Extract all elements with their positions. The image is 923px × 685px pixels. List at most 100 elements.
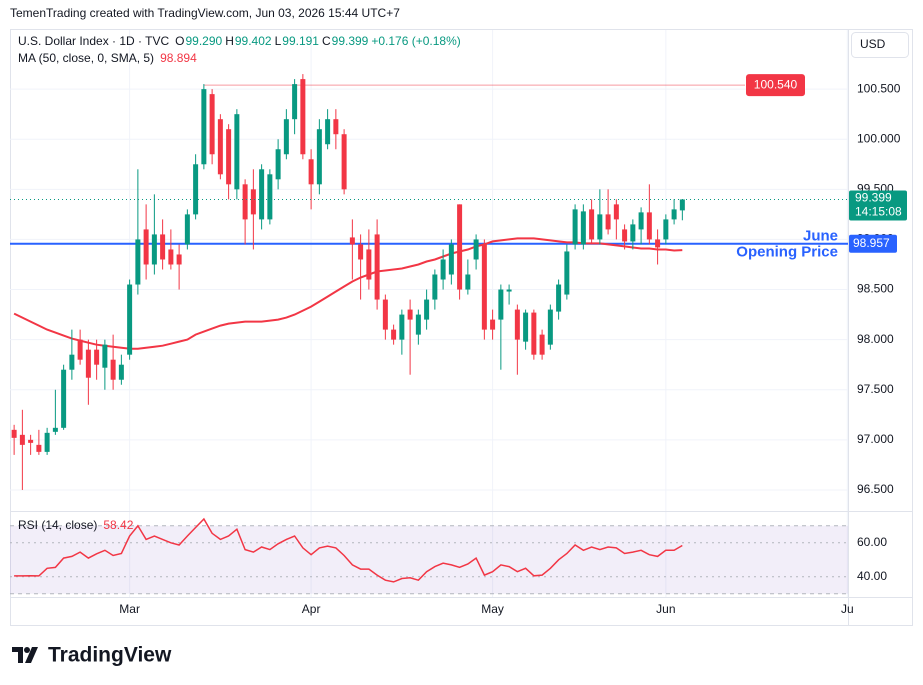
candle-body <box>61 369 67 428</box>
candle-body <box>143 229 149 265</box>
currency-box[interactable] <box>851 32 909 58</box>
candle-body <box>613 204 619 220</box>
candle-body <box>531 312 537 355</box>
candle-body <box>283 119 289 155</box>
y-tick-label: 98.500 <box>857 282 894 296</box>
legend-text: H <box>225 34 234 48</box>
rsi-tick-label: 60.00 <box>857 535 887 549</box>
candle-body <box>399 314 405 340</box>
legend-text: 58.42 <box>103 518 133 532</box>
candle-body <box>671 209 677 220</box>
candle-body <box>358 244 364 260</box>
candle-body <box>638 212 644 230</box>
candle-body <box>630 224 636 242</box>
tv-logo <box>12 647 38 663</box>
x-tick-label: May <box>481 602 504 616</box>
candle-body <box>341 134 347 190</box>
legend-text: 99.402 <box>235 34 272 48</box>
candle-body <box>217 119 223 175</box>
candle-body <box>325 119 331 145</box>
candle-body <box>481 244 487 330</box>
candle-body <box>424 299 430 320</box>
candle-body <box>473 239 479 260</box>
legend-text: L <box>275 34 282 48</box>
currency[interactable]: USD <box>860 37 886 51</box>
y-tick-label: 100.000 <box>857 131 901 145</box>
candle-body <box>316 129 322 185</box>
rsi-line <box>14 517 683 583</box>
legend-text: U.S. Dollar Index · 1D · TVC <box>18 34 169 48</box>
candle-body <box>498 289 504 320</box>
candle-body <box>622 229 628 242</box>
axis-label-box <box>849 234 897 253</box>
legend-text: 98.894 <box>160 51 197 65</box>
candle-body <box>374 234 380 300</box>
candle-body <box>193 164 199 215</box>
candle-body <box>556 284 562 312</box>
rsi-tick-label: 40.00 <box>857 569 887 583</box>
candle-body <box>176 254 182 265</box>
rsi-band <box>10 525 848 594</box>
candle-body <box>77 339 83 360</box>
frame <box>10 29 913 626</box>
candle-body <box>11 429 17 438</box>
y-tick-label: 97.500 <box>857 382 894 396</box>
candle-body <box>432 274 438 300</box>
candle-body <box>457 204 463 290</box>
candle-body <box>597 214 603 240</box>
brand: TradingView <box>48 644 172 667</box>
candle-body <box>201 89 207 165</box>
price-label-box <box>746 74 805 97</box>
candle-body <box>366 249 372 280</box>
candle-body <box>440 259 446 280</box>
candle-body <box>539 334 545 355</box>
candle-body <box>514 309 520 340</box>
y-tick-label: 100.500 <box>857 81 901 95</box>
candle-body <box>679 199 685 211</box>
countdown: 14:15:08 <box>855 205 902 219</box>
candle-body <box>349 237 355 245</box>
candle-body <box>259 169 265 220</box>
candle-body <box>465 274 471 290</box>
candle-body <box>523 312 529 342</box>
candle-body <box>589 209 595 240</box>
candle-body <box>275 149 281 180</box>
legend-text: MA (50, close, 0, SMA, 5) <box>18 51 154 65</box>
candle-body <box>151 234 157 265</box>
candle-body <box>242 184 248 220</box>
legend-text: +0.176 (+0.18%) <box>371 34 460 48</box>
y-tick-label: 98.000 <box>857 332 894 346</box>
last-price: 99.399 <box>855 191 892 205</box>
y-tick-label: 97.000 <box>857 432 894 446</box>
x-tick-label: Apr <box>302 602 321 616</box>
x-tick-label: Mar <box>119 602 140 616</box>
candle-body <box>19 434 25 445</box>
candle-body <box>118 364 124 380</box>
candle-body <box>69 354 75 370</box>
candle-body <box>506 289 512 292</box>
candle-body <box>110 359 116 380</box>
candle-body <box>655 239 661 248</box>
candle-body <box>448 244 454 275</box>
candle-body <box>168 249 174 265</box>
candle-body <box>160 234 166 260</box>
legend-text: RSI (14, close) <box>18 518 97 532</box>
candle-body <box>490 319 496 330</box>
candle-body <box>44 432 50 452</box>
candle-body <box>102 344 108 368</box>
candle-body <box>94 349 100 365</box>
annotation: June <box>803 228 838 245</box>
candle-body <box>234 114 240 190</box>
legend-text: O <box>175 34 184 48</box>
candle-body <box>52 427 58 432</box>
candle-body <box>300 79 306 155</box>
x-tick-label: Jun <box>656 602 675 616</box>
legend-text: 99.191 <box>282 34 319 48</box>
candle-body <box>28 439 34 443</box>
candle-body <box>663 219 669 240</box>
candle-body <box>605 214 611 230</box>
candle-body <box>572 209 578 245</box>
candle-body <box>333 119 339 135</box>
